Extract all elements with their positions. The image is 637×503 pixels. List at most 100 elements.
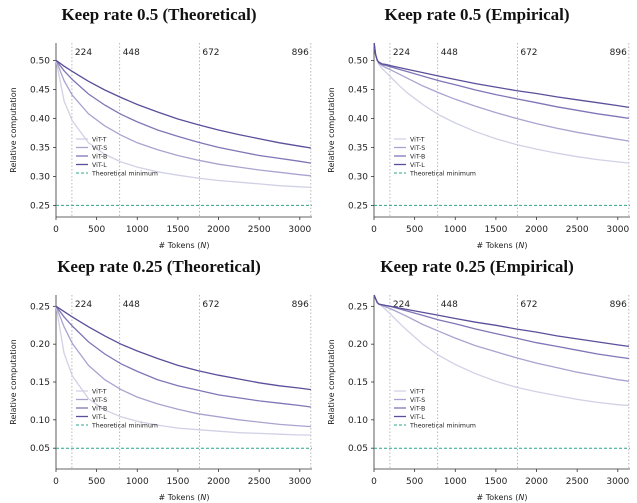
x-tick-label: 1500 — [484, 477, 507, 487]
chart-title: Keep rate 0.25 (Empirical) — [380, 257, 574, 276]
series-line-vit-l — [373, 294, 629, 348]
reference-vline-label: 896 — [292, 300, 309, 310]
legend-label: ViT-S — [92, 397, 107, 404]
chart-panel-3: Keep rate 0.25 (Empirical) 0.05 0.10 0.15 0… — [318, 252, 636, 503]
chart-title: Keep rate 0.5 (Empirical) — [384, 5, 570, 24]
series-line-vit-l — [55, 305, 311, 391]
chart-svg: 0.05 0.10 0.15 0.20 0.25 0 500 1000 1500 2000 2500… — [9, 295, 312, 502]
legend-label: ViT-T — [92, 137, 107, 144]
y-tick-label: 0.10 — [30, 416, 50, 426]
reference-vline-label: 896 — [610, 48, 627, 58]
y-axis-label: Relative computation — [327, 87, 336, 172]
y-tick-label: 0.50 — [30, 56, 50, 66]
x-tick-label: 2000 — [207, 477, 230, 487]
y-tick-label: 0.05 — [30, 444, 50, 454]
chart-title: Keep rate 0.25 (Theoretical) — [57, 257, 261, 276]
y-axis-label: Relative computation — [9, 339, 18, 424]
legend-label: ViT-L — [410, 162, 425, 169]
series-line-vit-t — [373, 42, 629, 164]
y-tick-label: 0.05 — [348, 444, 368, 454]
x-tick-label: 1000 — [444, 225, 467, 235]
y-tick-label: 0.35 — [348, 143, 368, 153]
x-tick-label: 1500 — [166, 225, 189, 235]
x-tick-label: 1000 — [126, 225, 149, 235]
x-tick-label: 0 — [53, 477, 59, 487]
chart-panel-2: Keep rate 0.25 (Theoretical) 0.05 0.10 0.1… — [0, 252, 318, 503]
legend-label: ViT-L — [410, 414, 425, 421]
legend-label: ViT-T — [410, 137, 425, 144]
x-tick-label: 1000 — [126, 477, 149, 487]
legend-label: Theoretical minimum — [409, 423, 476, 430]
y-tick-label: 0.35 — [30, 143, 50, 153]
series-line-vit-s — [373, 294, 629, 382]
series-line-vit-l — [373, 42, 630, 109]
series-line-vit-b — [55, 60, 312, 164]
x-tick-label: 2500 — [566, 225, 589, 235]
x-tick-label: 2000 — [525, 477, 548, 487]
y-tick-label: 0.40 — [348, 114, 368, 124]
x-tick-label: 0 — [371, 477, 377, 487]
reference-vline-label: 896 — [292, 48, 309, 58]
y-tick-label: 0.50 — [348, 56, 368, 66]
x-tick-label: 500 — [406, 225, 423, 235]
chart-svg: 0.25 0.30 0.35 0.40 0.45 0.50 0 500 1000 1500 2000… — [9, 43, 312, 250]
reference-vline-label: 224 — [393, 300, 410, 310]
series-line-vit-s — [373, 42, 629, 142]
reference-vline-label: 896 — [610, 300, 627, 310]
reference-vline-label: 672 — [202, 48, 219, 58]
reference-vline-label: 448 — [441, 300, 458, 310]
legend-label: Theoretical minimum — [409, 171, 476, 178]
x-axis-label: # Tokens (N) — [477, 493, 528, 502]
chart-panel-1: Keep rate 0.5 (Empirical) 0.25 0.30 0.35 0.… — [318, 0, 636, 251]
x-axis-label: # Tokens (N) — [159, 493, 210, 502]
x-axis-label: # Tokens (N) — [159, 241, 210, 250]
x-tick-label: 2000 — [525, 225, 548, 235]
chart-panel-0: Keep rate 0.5 (Theoretical) 0.25 0.30 0.35… — [0, 0, 318, 251]
legend-label: ViT-B — [410, 154, 425, 161]
y-tick-label: 0.25 — [30, 201, 50, 211]
y-axis-label: Relative computation — [9, 87, 18, 172]
reference-vline-label: 224 — [75, 300, 92, 310]
x-tick-label: 1000 — [444, 477, 467, 487]
x-tick-label: 2000 — [207, 225, 230, 235]
legend-label: ViT-B — [410, 406, 425, 413]
y-axis-label: Relative computation — [327, 339, 336, 424]
legend-label: Theoretical minimum — [91, 171, 158, 178]
y-tick-label: 0.20 — [348, 340, 368, 350]
legend-label: ViT-B — [92, 154, 107, 161]
reference-vline-label: 448 — [123, 300, 140, 310]
reference-vline-label: 224 — [393, 48, 410, 58]
reference-vline-label: 448 — [441, 48, 458, 58]
series-line-vit-s — [55, 306, 311, 428]
legend-label: ViT-L — [92, 162, 107, 169]
y-tick-label: 0.30 — [30, 172, 50, 182]
legend-label: ViT-S — [410, 145, 425, 152]
y-tick-label: 0.25 — [348, 201, 368, 211]
y-tick-label: 0.45 — [348, 85, 368, 95]
y-tick-label: 0.45 — [30, 85, 50, 95]
legend-label: ViT-S — [410, 397, 425, 404]
x-tick-label: 3000 — [288, 225, 311, 235]
x-tick-label: 2500 — [248, 477, 271, 487]
series-line-vit-t — [55, 306, 311, 436]
reference-vline-label: 672 — [520, 300, 537, 310]
y-tick-label: 0.10 — [348, 416, 368, 426]
reference-vline-label: 672 — [202, 300, 219, 310]
legend-label: ViT-T — [410, 389, 425, 396]
x-tick-label: 0 — [371, 225, 377, 235]
legend-label: ViT-S — [92, 145, 107, 152]
legend-label: ViT-B — [92, 406, 107, 413]
x-tick-label: 0 — [53, 225, 59, 235]
chart-title: Keep rate 0.5 (Theoretical) — [61, 5, 257, 24]
x-tick-label: 500 — [406, 477, 423, 487]
x-tick-label: 3000 — [288, 477, 311, 487]
y-tick-label: 0.20 — [30, 340, 50, 350]
legend-label: ViT-T — [92, 389, 107, 396]
x-tick-label: 2500 — [566, 477, 589, 487]
x-tick-label: 2500 — [248, 225, 271, 235]
x-tick-label: 500 — [88, 225, 105, 235]
y-tick-label: 0.25 — [348, 302, 368, 312]
series-line-vit-s — [55, 60, 311, 177]
y-tick-label: 0.15 — [348, 378, 368, 388]
x-tick-label: 3000 — [606, 225, 629, 235]
